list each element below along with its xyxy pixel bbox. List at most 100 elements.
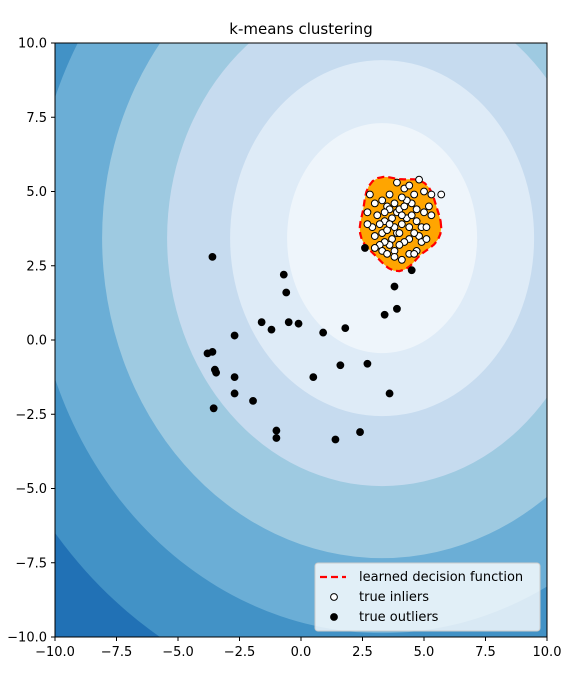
y-tick-label: 10.0 <box>18 37 47 52</box>
outlier-point <box>407 266 416 275</box>
outlier-point <box>385 389 394 398</box>
x-tick-label: 5.0 <box>414 645 435 660</box>
outlier-point <box>309 373 318 382</box>
x-tick-label: 7.5 <box>475 645 496 660</box>
inlier-point <box>415 175 423 184</box>
inlier-point <box>380 208 389 217</box>
inlier-point <box>412 205 421 214</box>
inlier-point <box>397 211 406 220</box>
inlier-point <box>395 241 404 249</box>
inlier-point <box>410 249 419 258</box>
outlier-point <box>209 404 218 413</box>
outlier-point <box>272 434 281 442</box>
legend-label-outliers: true outliers <box>359 610 439 625</box>
y-tick-label: −10.0 <box>7 631 47 646</box>
y-tick-label: −5.0 <box>15 482 47 497</box>
outlier-point <box>361 244 369 252</box>
inlier-point <box>390 252 399 261</box>
outlier-point <box>390 282 399 291</box>
inlier-point <box>405 223 414 232</box>
inlier-point <box>425 202 433 211</box>
outlier-point <box>230 331 239 340</box>
inlier-point <box>397 193 406 202</box>
inlier-point <box>422 235 431 243</box>
outlier-point <box>257 318 266 327</box>
inlier-point <box>397 220 406 229</box>
legend: learned decision function true inliers t… <box>314 562 541 632</box>
inlier-point <box>383 249 392 258</box>
inlier-point <box>437 190 446 199</box>
legend-hollow-circle-icon <box>330 593 338 601</box>
inlier-point <box>370 244 379 252</box>
y-tick-label: −2.5 <box>15 408 47 423</box>
inlier-point <box>427 190 436 199</box>
inlier-point <box>422 223 431 232</box>
legend-filled-circle-icon <box>330 613 338 621</box>
x-tick-label: 2.5 <box>352 645 373 660</box>
outlier-point <box>331 435 340 444</box>
outlier-point <box>336 361 345 370</box>
outlier-point <box>267 325 276 334</box>
y-tick-label: 5.0 <box>26 185 47 200</box>
x-tick-label: −7.5 <box>101 645 133 660</box>
inlier-point <box>390 199 399 208</box>
outlier-point <box>279 270 288 279</box>
y-tick-label: 2.5 <box>26 259 47 274</box>
x-tick-label: −2.5 <box>224 645 256 660</box>
inlier-point <box>407 211 416 220</box>
legend-label-inliers: true inliers <box>359 590 429 605</box>
outlier-point <box>294 319 303 328</box>
outlier-point <box>380 310 389 319</box>
outlier-point <box>272 426 281 435</box>
x-axis: −10.0 −7.5 −5.0 −2.5 0.0 2.5 5.0 7.5 10.0 <box>35 637 561 660</box>
inlier-points <box>363 175 446 264</box>
outlier-point <box>230 389 239 398</box>
outlier-point <box>393 304 401 313</box>
inlier-point <box>412 217 421 226</box>
x-tick-label: −5.0 <box>162 645 194 660</box>
inlier-point <box>395 229 404 237</box>
inlier-point <box>385 220 394 229</box>
inlier-point <box>393 178 401 187</box>
y-tick-label: 7.5 <box>26 111 47 126</box>
inlier-point <box>420 208 428 217</box>
outlier-point <box>356 428 364 436</box>
legend-label-decision-function: learned decision function <box>359 570 523 585</box>
outlier-point <box>363 359 372 368</box>
outlier-point <box>284 318 293 327</box>
outlier-point <box>249 396 257 405</box>
inlier-point <box>400 202 409 211</box>
outlier-point <box>212 368 221 377</box>
y-axis: −10.0 −7.5 −5.0 −2.5 0.0 2.5 5.0 7.5 10.0 <box>7 37 55 646</box>
inlier-point <box>375 220 384 229</box>
x-tick-label: 10.0 <box>533 645 562 660</box>
outlier-point <box>230 373 239 382</box>
inlier-point <box>410 229 419 237</box>
x-tick-label: 0.0 <box>291 645 312 660</box>
outlier-point <box>341 324 350 333</box>
y-tick-label: −7.5 <box>15 556 47 571</box>
inlier-point <box>373 211 382 220</box>
inlier-point <box>427 211 436 220</box>
inlier-point <box>370 232 379 240</box>
inlier-point <box>378 196 387 205</box>
inlier-point <box>385 190 394 199</box>
inlier-point <box>370 199 379 208</box>
inlier-point <box>405 181 414 190</box>
outlier-point <box>208 347 217 356</box>
inlier-point <box>363 220 372 229</box>
inlier-point <box>363 208 372 217</box>
outlier-point <box>319 328 328 337</box>
inlier-point <box>397 255 406 264</box>
inlier-point <box>410 190 419 199</box>
chart-title: k-means clustering <box>229 20 372 38</box>
y-tick-label: 0.0 <box>26 334 47 349</box>
outlier-points <box>203 244 416 444</box>
legend-box <box>314 562 541 632</box>
outlier-point <box>208 252 217 261</box>
inlier-point <box>365 190 374 199</box>
x-tick-label: −10.0 <box>35 645 75 660</box>
